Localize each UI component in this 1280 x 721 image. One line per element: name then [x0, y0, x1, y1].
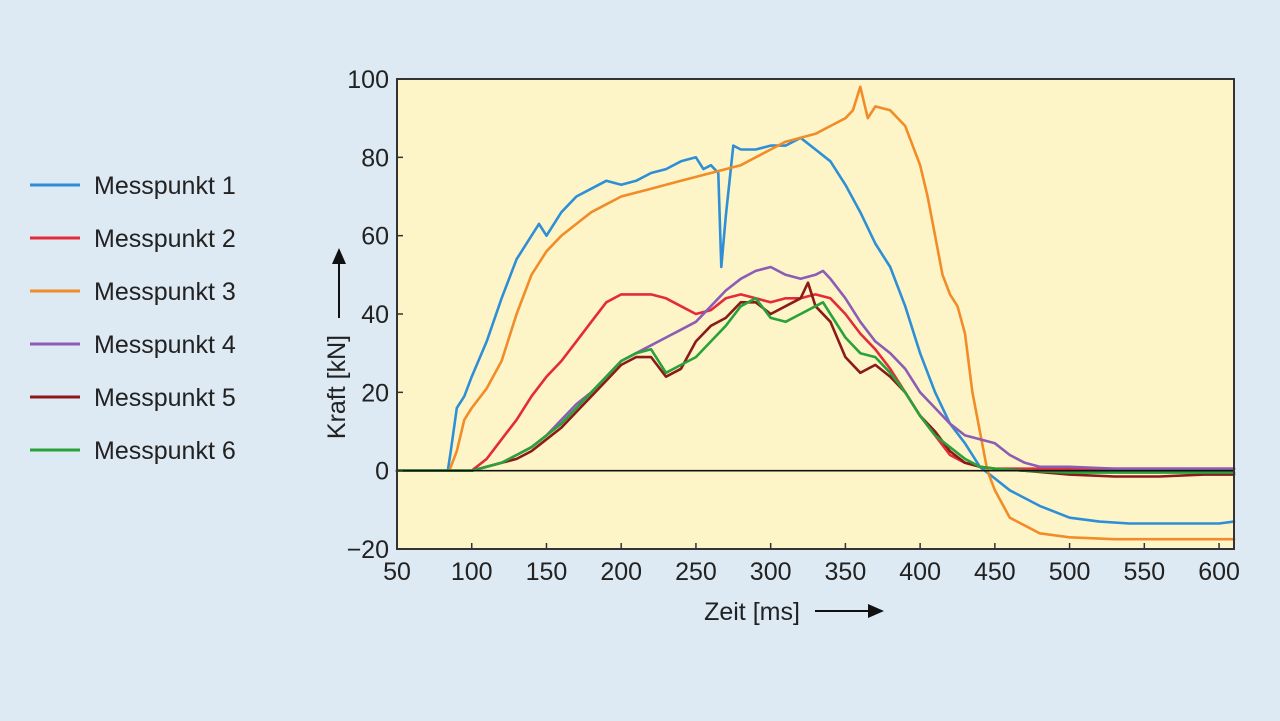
x-tick-label: 300 [750, 558, 792, 586]
y-tick-label: 80 [361, 144, 389, 172]
y-tick-label: 40 [361, 301, 389, 329]
y-axis-arrow-head [332, 248, 346, 264]
x-axis-title: Zeit [ms] [704, 598, 800, 626]
x-tick-label: 500 [1049, 558, 1091, 586]
legend-label-3: Messpunkt 3 [94, 278, 236, 306]
x-tick-label: 200 [600, 558, 642, 586]
y-axis-title: Kraft [kN] [323, 335, 351, 439]
legend-label-5: Messpunkt 5 [94, 384, 236, 412]
x-tick-label: 450 [974, 558, 1016, 586]
y-tick-label: 20 [361, 379, 389, 407]
legend-label-1: Messpunkt 1 [94, 172, 236, 200]
y-axis-ticks: 100 80 60 40 20 0 −20 [347, 66, 403, 564]
series-line-4 [395, 265, 1236, 473]
x-tick-label: 400 [899, 558, 941, 586]
series-line-1 [395, 136, 1236, 525]
x-tick-label: 250 [675, 558, 717, 586]
series-line-6 [395, 296, 1236, 474]
x-tick-label: 600 [1198, 558, 1240, 586]
x-tick-label: 550 [1123, 558, 1165, 586]
legend-label-6: Messpunkt 6 [94, 437, 236, 465]
legend-label-2: Messpunkt 2 [94, 225, 236, 253]
x-tick-label: 100 [451, 558, 493, 586]
legend-label-4: Messpunkt 4 [94, 331, 236, 359]
y-tick-label: −20 [347, 536, 389, 564]
x-axis-ticks: 50 100 150 200 250 300 350 400 450 500 550 600 [383, 543, 1240, 586]
x-tick-label: 50 [383, 558, 411, 586]
x-tick-label: 350 [825, 558, 867, 586]
x-tick-label: 150 [526, 558, 568, 586]
y-tick-label: 0 [375, 458, 389, 486]
y-tick-label: 100 [347, 66, 389, 94]
x-axis-arrow-head [868, 604, 884, 618]
series-layer [395, 85, 1236, 541]
y-tick-label: 60 [361, 223, 389, 251]
series-line-3 [395, 85, 1236, 541]
legend: Messpunkt 1 Messpunkt 2 Messpunkt 3 Messpun… [30, 172, 236, 465]
